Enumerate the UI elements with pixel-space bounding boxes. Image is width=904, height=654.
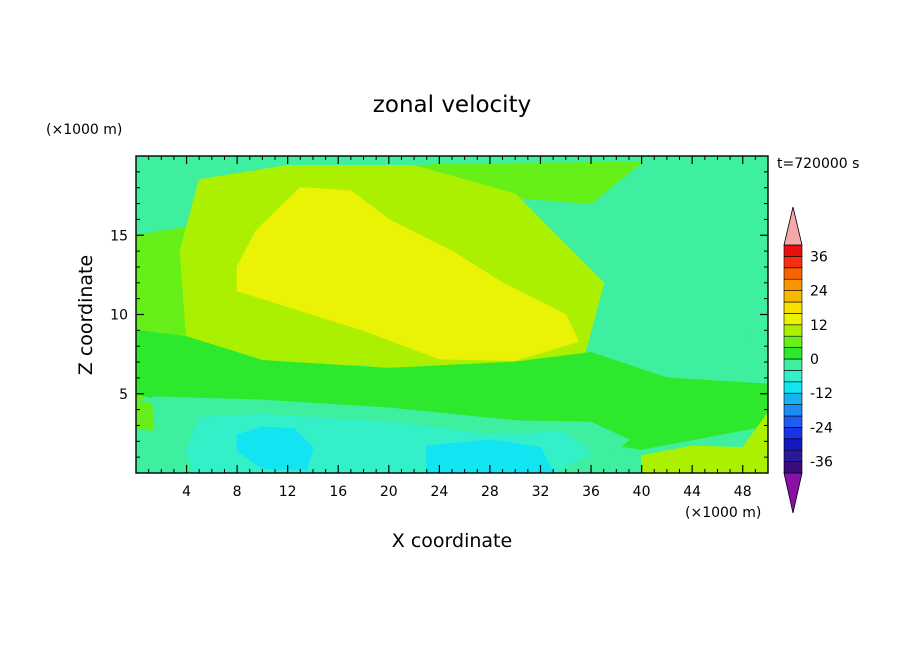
colorbar-label: 12 <box>810 318 828 334</box>
x-tick-label: 44 <box>683 484 701 500</box>
colorbar-label: 0 <box>810 352 819 368</box>
colorbar-swatch <box>783 290 803 303</box>
contour-region-light-blue-blob-left <box>236 426 314 471</box>
x-tick-label: 16 <box>329 484 347 500</box>
x-tick-label: 28 <box>481 484 499 500</box>
colorbar-over-triangle <box>783 206 803 246</box>
contour-region-lower-right-yellow-green <box>641 411 768 473</box>
y-unit-label: (×1000 m) <box>46 122 122 138</box>
chart-title: zonal velocity <box>373 92 531 118</box>
contour-region-upper-right-cyan-green <box>644 156 768 354</box>
colorbar-swatch <box>783 358 803 371</box>
colorbar-swatch <box>783 392 803 405</box>
y-tick-label: 10 <box>110 308 128 324</box>
x-tick-label: 8 <box>233 484 242 500</box>
colorbar-swatch <box>783 256 803 269</box>
y-tick-label: 15 <box>110 228 128 244</box>
colorbar-label: 36 <box>810 249 828 265</box>
colorbar-swatch <box>783 381 803 394</box>
colorbar-swatch <box>783 404 803 417</box>
x-tick-label: 32 <box>532 484 550 500</box>
x-tick-label: 4 <box>182 484 191 500</box>
colorbar-label: -36 <box>810 455 833 471</box>
colorbar-swatch <box>783 301 803 314</box>
x-tick-label: 24 <box>430 484 448 500</box>
colorbar-swatch <box>783 324 803 337</box>
time-label: t=720000 s <box>777 156 859 172</box>
contour-region-yellow-core <box>236 187 580 362</box>
contour-region-light-blue-blob-right <box>426 439 554 473</box>
x-tick-label: 40 <box>633 484 651 500</box>
x-tick-label: 48 <box>734 484 752 500</box>
colorbar-swatch <box>783 427 803 440</box>
colorbar-label: -24 <box>810 420 833 436</box>
x-tick-label: 20 <box>380 484 398 500</box>
x-axis-title: X coordinate <box>392 530 512 552</box>
colorbar-swatch <box>783 244 803 257</box>
y-axis-title: Z coordinate <box>75 255 97 375</box>
x-unit-label: (×1000 m) <box>685 505 761 521</box>
colorbar-swatch <box>783 370 803 383</box>
colorbar-label: -12 <box>810 386 833 402</box>
colorbar-swatch <box>783 335 803 348</box>
contour-region-lower-left-light-green-pocket <box>136 399 156 431</box>
colorbar-swatch <box>783 278 803 291</box>
x-tick-label: 36 <box>582 484 600 500</box>
x-tick-label: 12 <box>279 484 297 500</box>
colorbar-swatch <box>783 267 803 280</box>
colorbar-swatch <box>783 461 803 474</box>
colorbar-swatch <box>783 415 803 428</box>
y-tick-label: 5 <box>119 387 128 403</box>
colorbar-label: 24 <box>810 284 828 300</box>
colorbar-swatch <box>783 347 803 360</box>
colorbar-swatch <box>783 449 803 462</box>
colorbar-under-triangle <box>783 472 803 514</box>
colorbar-swatch <box>783 438 803 451</box>
colorbar-swatch <box>783 313 803 326</box>
